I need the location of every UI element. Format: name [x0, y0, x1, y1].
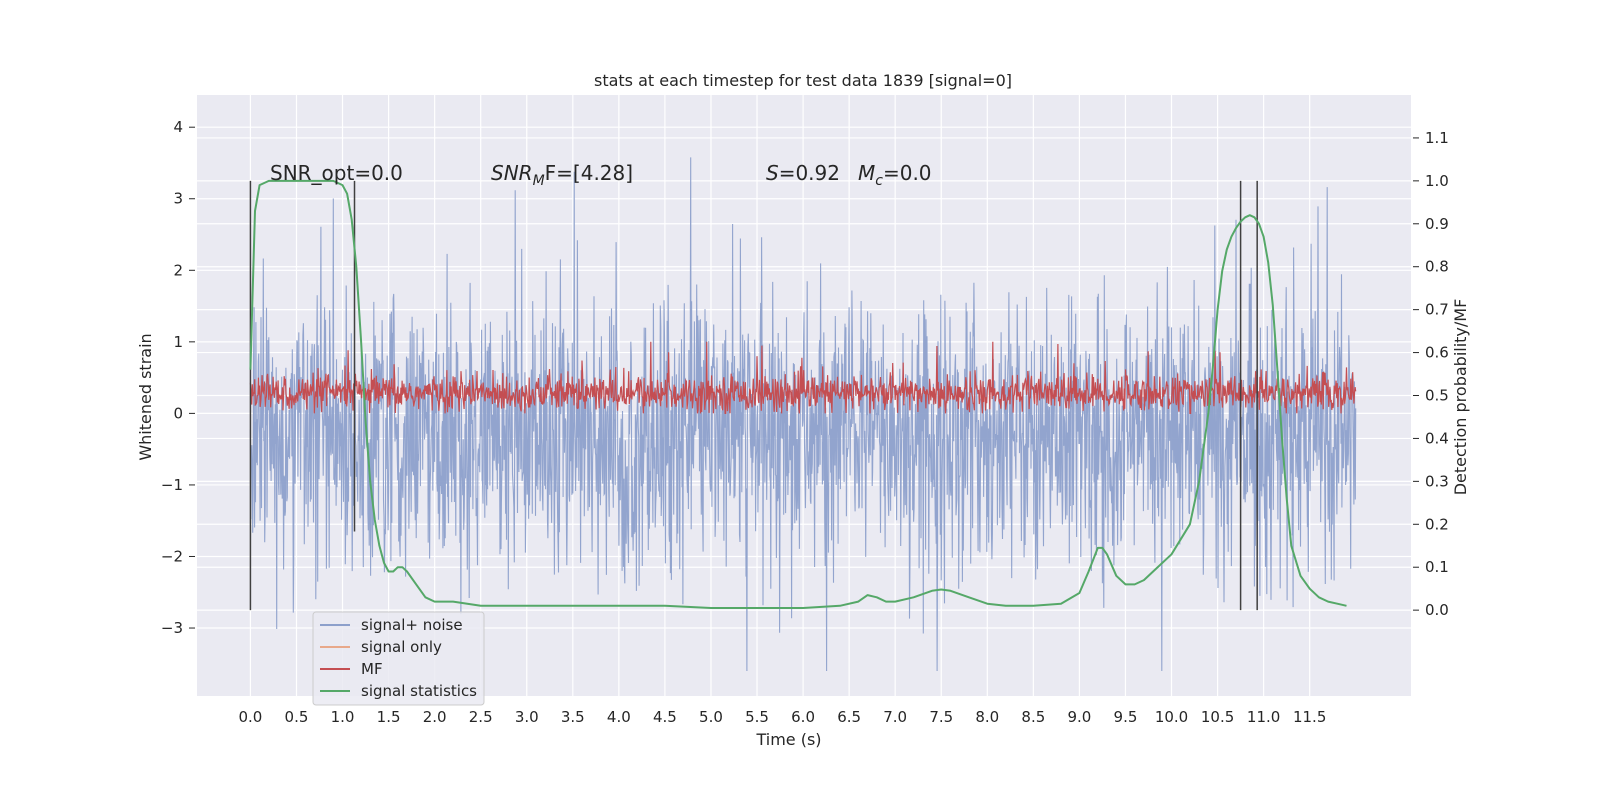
- x-tick-label: 8.0: [975, 708, 999, 726]
- y-tick-label: −3: [161, 619, 183, 637]
- x-tick-label: 9.5: [1114, 708, 1138, 726]
- snr-mf-subscript: M: [533, 173, 545, 189]
- y-tick-label: −2: [161, 547, 183, 565]
- x-tick-label: 6.5: [837, 708, 861, 726]
- y2-tick-label: 0.7: [1425, 301, 1449, 319]
- signal-statistics-line: [249, 179, 1347, 609]
- y-axis-label: Whitened strain: [136, 333, 155, 460]
- legend: signal+ noise signal only MF signal stat…: [312, 611, 485, 706]
- y2-tick-label: 0.0: [1425, 601, 1449, 619]
- mc-rest: =0.0: [883, 161, 932, 185]
- snr-mf-rest: F=[4.28]: [545, 161, 633, 185]
- y2-tick-label: 0.3: [1425, 472, 1449, 490]
- y-axis-ticks-left: 4 3 2 1 0 −1 −2 −3: [161, 118, 195, 637]
- s-name: S: [766, 161, 779, 185]
- vertical-marker-lines: [249, 180, 1258, 611]
- y2-tick-label: 0.6: [1425, 344, 1449, 362]
- legend-label-signal-statistics: signal statistics: [361, 682, 477, 700]
- y-tick-label: 4: [173, 118, 183, 136]
- mc-annotation: Mc=0.0: [858, 161, 932, 189]
- signal-noise-line: [249, 157, 1357, 672]
- y2-tick-label: 0.1: [1425, 558, 1449, 576]
- y2-tick-label: 0.4: [1425, 429, 1449, 447]
- x-tick-label: 2.5: [469, 708, 493, 726]
- x-tick-label: 7.0: [883, 708, 907, 726]
- x-tick-label: 1.0: [331, 708, 355, 726]
- x-tick-label: 5.5: [745, 708, 769, 726]
- x-tick-label: 7.5: [929, 708, 953, 726]
- x-axis-label: Time (s): [755, 730, 821, 749]
- x-tick-label: 1.5: [377, 708, 401, 726]
- y2-tick-label: 0.9: [1425, 215, 1449, 233]
- y2-tick-label: 0.8: [1425, 258, 1449, 276]
- y-tick-label: 1: [173, 333, 183, 351]
- y2-tick-label: 0.5: [1425, 387, 1449, 405]
- mf-line: [249, 341, 1357, 414]
- snr-mf-name: SNR: [491, 161, 533, 185]
- snr-opt-annotation: SNR_opt=0.0: [270, 161, 403, 185]
- chart-title: stats at each timestep for test data 183…: [594, 71, 1012, 90]
- x-tick-label: 6.0: [791, 708, 815, 726]
- x-tick-label: 10.0: [1155, 708, 1188, 726]
- y2-tick-label: 1.1: [1425, 129, 1449, 147]
- x-tick-label: 4.0: [607, 708, 631, 726]
- mc-name: M: [858, 161, 875, 185]
- x-tick-label: 10.5: [1201, 708, 1234, 726]
- y2-tick-label: 1.0: [1425, 172, 1449, 190]
- x-tick-label: 8.5: [1021, 708, 1045, 726]
- y-tick-label: 2: [173, 261, 183, 279]
- x-tick-label: 5.0: [699, 708, 723, 726]
- y-tick-label: −1: [161, 476, 183, 494]
- signal-statistics-series: [249, 179, 1347, 609]
- y-tick-label: 0: [173, 404, 183, 422]
- x-tick-label: 3.0: [515, 708, 539, 726]
- s-annotation: S=0.92: [766, 161, 840, 185]
- legend-label-signal-noise: signal+ noise: [361, 616, 463, 634]
- s-rest: =0.92: [779, 161, 840, 185]
- mf-series: [249, 341, 1357, 414]
- x-axis-ticks: 0.0 0.5 1.0 1.5 2.0 2.5 3.0 3.5 4.0 4.5 5.0 5.5 6.0 6…: [238, 708, 1326, 726]
- y-axis-label-right: Detection probability/MF: [1451, 299, 1470, 496]
- x-tick-label: 11.5: [1293, 708, 1326, 726]
- x-tick-label: 3.5: [561, 708, 585, 726]
- x-tick-label: 11.0: [1247, 708, 1280, 726]
- y-axis-ticks-right: 1.1 1.0 0.9 0.8 0.7 0.6 0.5 0.4 0.3 0.2 0.1 0.0: [1413, 129, 1449, 619]
- signal-noise-series: [249, 157, 1357, 672]
- snr-mf-annotation: SNRMF=[4.28]: [491, 161, 633, 189]
- legend-label-mf: MF: [361, 660, 383, 678]
- x-tick-label: 2.0: [423, 708, 447, 726]
- legend-box: [312, 611, 485, 706]
- x-tick-label: 9.0: [1067, 708, 1091, 726]
- y2-tick-label: 0.2: [1425, 515, 1449, 533]
- x-tick-label: 0.0: [238, 708, 262, 726]
- x-tick-label: 4.5: [653, 708, 677, 726]
- y-tick-label: 3: [173, 190, 183, 208]
- mc-subscript: c: [875, 173, 883, 189]
- legend-label-signal-only: signal only: [361, 638, 442, 656]
- x-tick-label: 0.5: [285, 708, 309, 726]
